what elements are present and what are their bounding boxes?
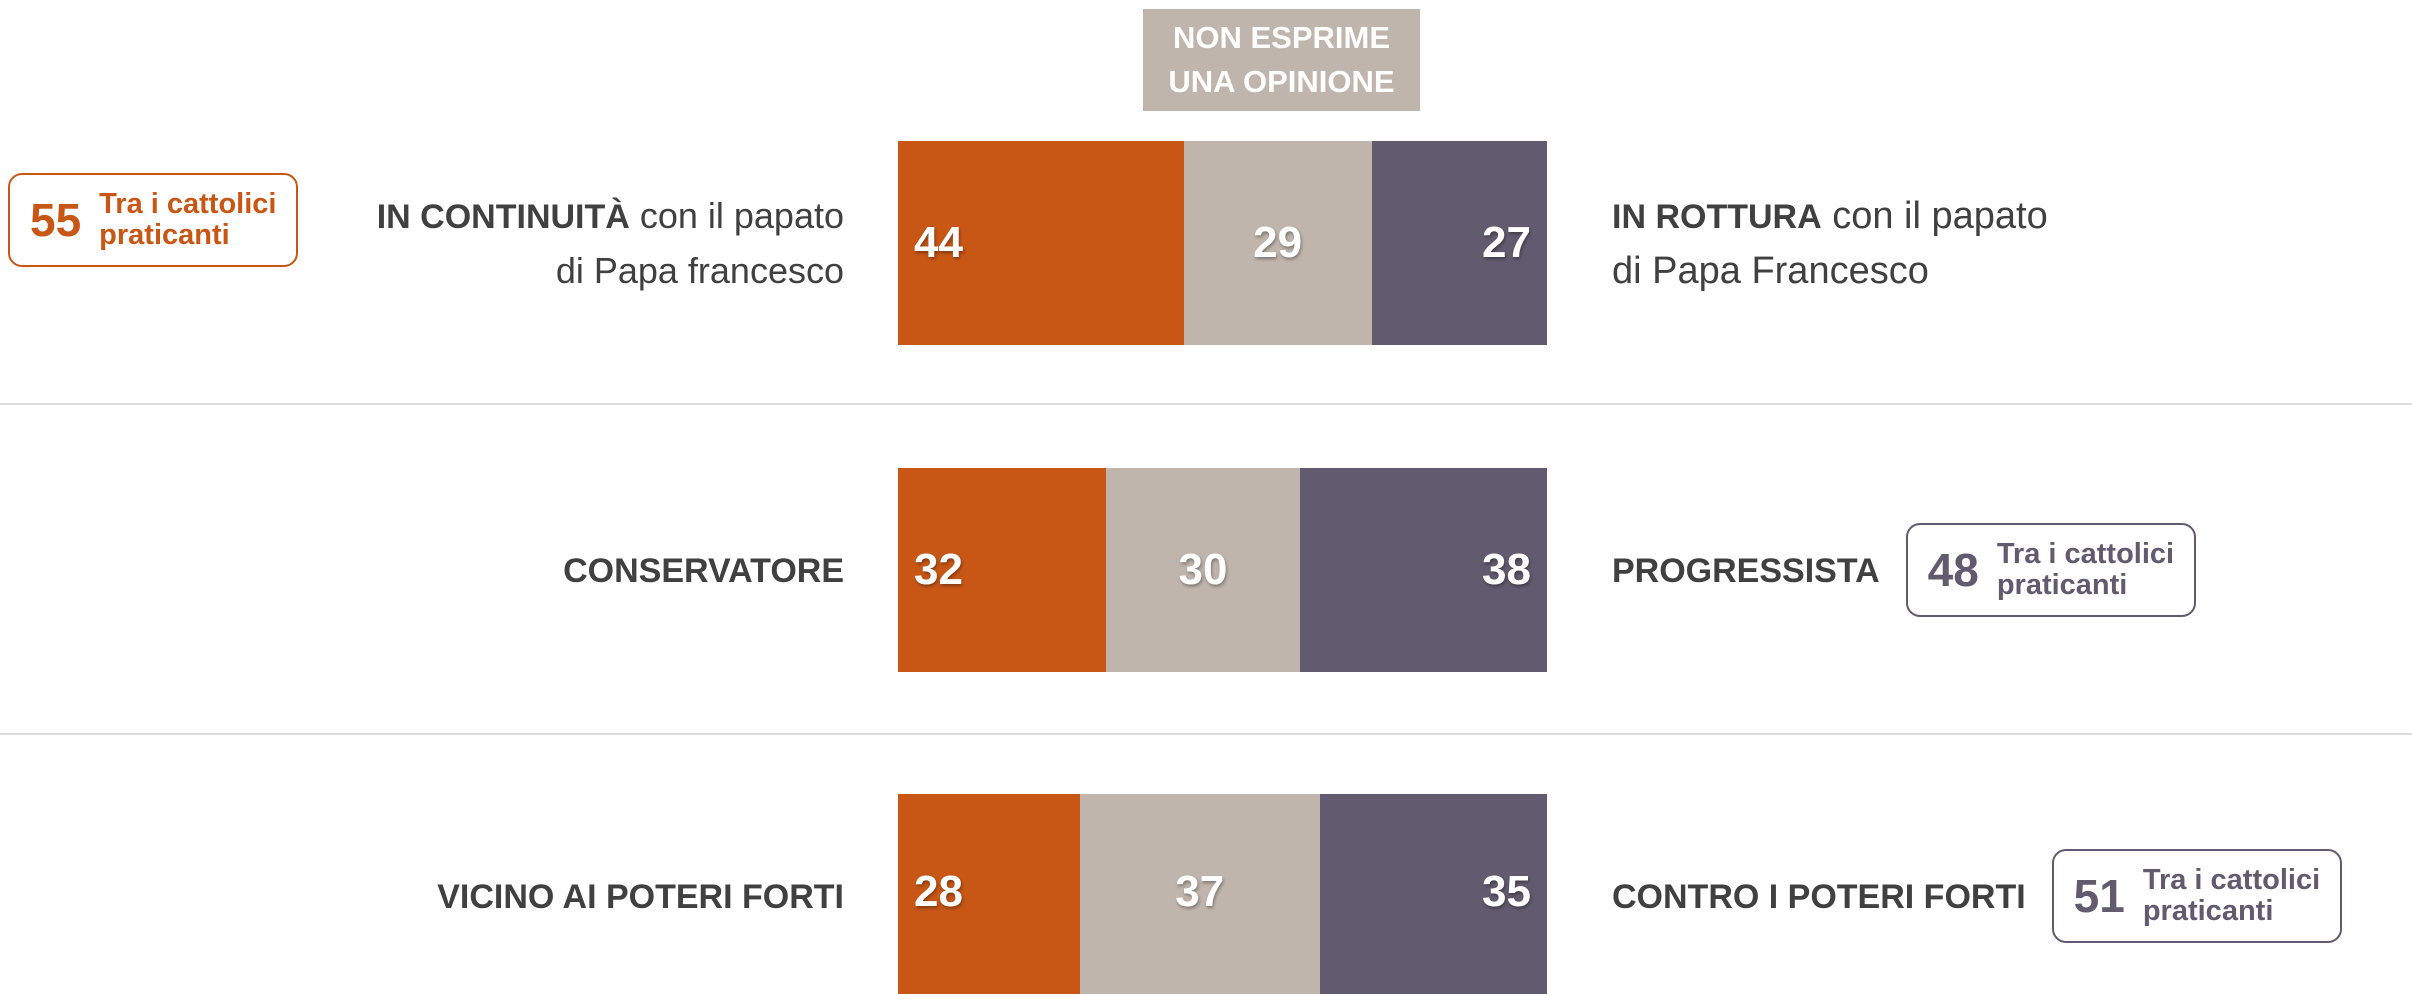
value-label: 35 bbox=[1482, 867, 1531, 916]
row-label: CONTRO I POTERI FORTI bbox=[1612, 869, 2026, 924]
value-label: 27 bbox=[1482, 218, 1531, 267]
bar-segment: 27 bbox=[1371, 141, 1547, 345]
callout-value: 48 bbox=[1927, 544, 1979, 596]
value-label: 38 bbox=[1482, 545, 1531, 594]
bar-segment: 30 bbox=[1105, 468, 1301, 672]
row-label: IN ROTTURA con il papato di Papa Francesc… bbox=[1612, 189, 2048, 298]
callout-line: praticanti bbox=[2142, 895, 2274, 927]
bar-segment: 35 bbox=[1319, 794, 1547, 994]
label-line: di Papa Francesco bbox=[1612, 249, 1929, 292]
value-label: 28 bbox=[914, 867, 963, 916]
label-line: PROGRESSISTA bbox=[1612, 543, 1880, 598]
label-bold: IN CONTINUITÀ bbox=[376, 197, 630, 236]
right-label: PROGRESSISTA 48 Tra i cattolici praticanti bbox=[1612, 510, 2197, 630]
callout: 51 Tra i cattolici praticanti bbox=[2051, 849, 2343, 943]
callout-value: 51 bbox=[2073, 870, 2125, 922]
label-bold: VICINO AI POTERI FORTI bbox=[437, 877, 844, 916]
row-label: VICINO AI POTERI FORTI bbox=[437, 869, 844, 924]
value-label: 44 bbox=[914, 218, 963, 267]
callout: 48 Tra i cattolici praticanti bbox=[1905, 523, 2197, 617]
left-label: VICINO AI POTERI FORTI bbox=[437, 836, 844, 956]
callout-label: Tra i cattolici praticanti bbox=[2143, 865, 2320, 927]
separator bbox=[0, 403, 2412, 405]
label-text: con il papato bbox=[1832, 194, 2048, 237]
bar-segment: 32 bbox=[898, 468, 1106, 672]
label-bold: CONTRO I POTERI FORTI bbox=[1612, 877, 2026, 916]
callout-line: Tra i cattolici bbox=[1996, 538, 2175, 570]
bar-segment: 44 bbox=[898, 141, 1184, 345]
callout-line: Tra i cattolici bbox=[2142, 864, 2321, 896]
bar-segment: 37 bbox=[1079, 794, 1320, 994]
series-header: NON ESPRIME UNA OPINIONE bbox=[1143, 9, 1420, 111]
label-line: IN ROTTURA con il papato bbox=[1612, 189, 2048, 244]
bar-segment: 28 bbox=[898, 794, 1080, 994]
row-label: IN CONTINUITÀ con il papato di Papa franc… bbox=[377, 189, 844, 298]
row-label: CONSERVATORE bbox=[563, 543, 844, 598]
label-bold: IN ROTTURA bbox=[1612, 197, 1822, 236]
value-label: 32 bbox=[914, 545, 963, 594]
left-label: IN CONTINUITÀ con il papato di Papa franc… bbox=[377, 183, 844, 303]
left-label: CONSERVATORE bbox=[563, 510, 844, 630]
callout-label: Tra i cattolici praticanti bbox=[99, 189, 276, 251]
callout-label: Tra i cattolici praticanti bbox=[1997, 539, 2174, 601]
label-line: VICINO AI POTERI FORTI bbox=[437, 869, 844, 924]
value-label: 30 bbox=[1178, 545, 1228, 594]
label-bold: PROGRESSISTA bbox=[1612, 551, 1880, 590]
separator bbox=[0, 733, 2412, 735]
value-label: 37 bbox=[1175, 867, 1225, 916]
label-line: CONSERVATORE bbox=[563, 543, 844, 598]
row-label: PROGRESSISTA bbox=[1612, 543, 1880, 598]
bar-segment: 29 bbox=[1183, 141, 1372, 345]
right-label: CONTRO I POTERI FORTI 51 Tra i cattolici pr… bbox=[1612, 836, 2343, 956]
callout-line: praticanti bbox=[1996, 569, 2128, 601]
label-line: IN CONTINUITÀ con il papato bbox=[377, 189, 844, 244]
callout-value: 55 bbox=[30, 194, 82, 246]
callout-line: praticanti bbox=[99, 219, 230, 251]
label-line: di Papa francesco bbox=[555, 249, 844, 291]
label-bold: CONSERVATORE bbox=[563, 551, 844, 590]
callout: 55 Tra i cattolici praticanti bbox=[8, 173, 299, 267]
callout-line: Tra i cattolici bbox=[99, 188, 277, 220]
label-line: CONTRO I POTERI FORTI bbox=[1612, 869, 2026, 924]
label-text: con il papato bbox=[639, 194, 844, 236]
value-label: 29 bbox=[1253, 218, 1303, 267]
bar-segment: 38 bbox=[1300, 468, 1547, 672]
right-label: IN ROTTURA con il papato di Papa Francesc… bbox=[1612, 183, 2048, 303]
